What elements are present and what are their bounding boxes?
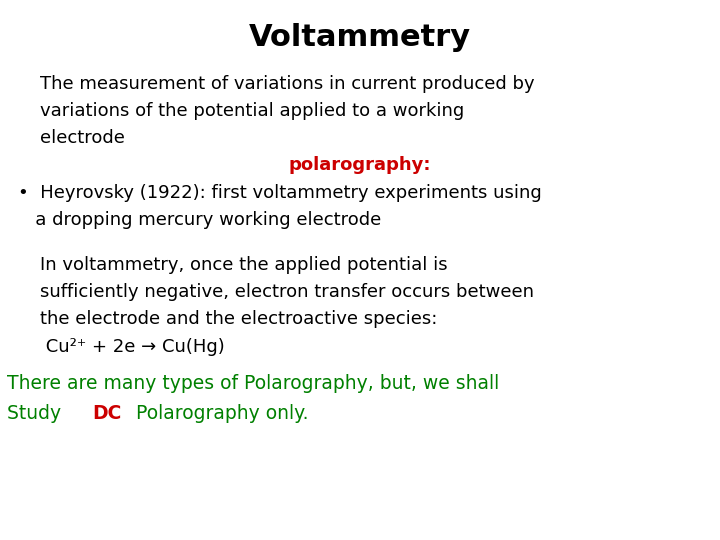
Text: variations of the potential applied to a working: variations of the potential applied to a… xyxy=(40,102,464,120)
Text: •  Heyrovsky (1922): first voltammetry experiments using: • Heyrovsky (1922): first voltammetry ex… xyxy=(18,184,541,202)
Text: polarography:: polarography: xyxy=(289,156,431,174)
Text: Cu²⁺ + 2e → Cu(Hg): Cu²⁺ + 2e → Cu(Hg) xyxy=(40,338,225,356)
Text: sufficiently negative, electron transfer occurs between: sufficiently negative, electron transfer… xyxy=(40,282,534,301)
Text: Polarography only.: Polarography only. xyxy=(124,403,308,423)
Text: the electrode and the electroactive species:: the electrode and the electroactive spec… xyxy=(40,309,437,328)
Text: In voltammetry, once the applied potential is: In voltammetry, once the applied potenti… xyxy=(40,255,447,274)
Text: Study: Study xyxy=(7,403,73,423)
Text: The measurement of variations in current produced by: The measurement of variations in current… xyxy=(40,75,534,93)
Text: electrode: electrode xyxy=(40,129,125,147)
Text: DC: DC xyxy=(92,403,122,423)
Text: Voltammetry: Voltammetry xyxy=(249,23,471,52)
Text: a dropping mercury working electrode: a dropping mercury working electrode xyxy=(18,211,382,229)
Text: There are many types of Polarography, but, we shall: There are many types of Polarography, bu… xyxy=(7,374,500,393)
